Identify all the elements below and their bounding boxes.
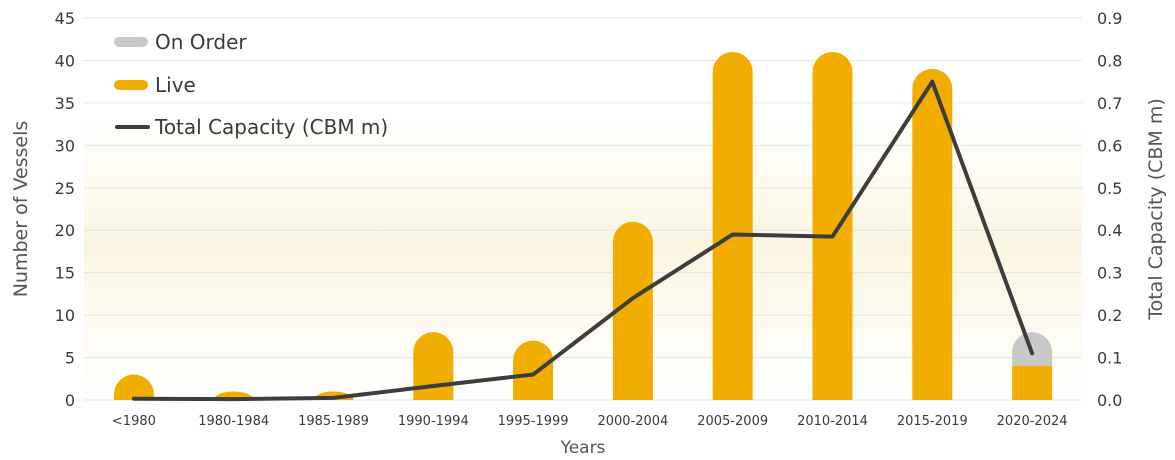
capacity-point (631, 296, 635, 300)
y-tick-label: 20 (55, 221, 75, 240)
legend-label: Live (155, 73, 196, 97)
capacity-point (831, 235, 834, 239)
y2-tick-label: 0.9 (1097, 9, 1122, 28)
capacity-line (131, 79, 1035, 402)
x-tick-label: 1995-1999 (498, 414, 569, 429)
y2-tick-label: 0.7 (1097, 94, 1122, 113)
x-tick-label: 2005-2009 (697, 414, 768, 429)
x-tick-label: 1985-1989 (298, 414, 369, 429)
y2-axis-title: Total Capacity (CBM m) (1145, 98, 1167, 321)
capacity-point (1030, 351, 1034, 355)
y-tick-label: 30 (55, 136, 75, 155)
capacity-point (531, 373, 535, 377)
y2-tick-label: 0.8 (1097, 51, 1122, 70)
y-tick-label: 15 (55, 264, 75, 283)
y-tick-label: 45 (55, 9, 75, 28)
y-tick-label: 0 (65, 391, 75, 410)
x-tick-label: 2015-2019 (897, 414, 968, 429)
x-tick-label: 2010-2014 (797, 414, 868, 429)
x-tick-label: 1990-1994 (398, 414, 469, 429)
x-tick-label: 2020-2024 (997, 414, 1068, 429)
y-tick-label: 10 (55, 306, 75, 325)
legend-swatch-on-order (114, 37, 148, 47)
capacity-point (731, 232, 735, 236)
y2-tick-label: 0.2 (1097, 306, 1122, 325)
y-tick-label: 35 (55, 94, 75, 113)
legend-label: Total Capacity (CBM m) (154, 115, 388, 139)
legend-label: On Order (155, 30, 247, 54)
y2-tick-label: 0.4 (1097, 221, 1122, 240)
capacity-point (332, 396, 335, 400)
x-tick-label: 1980-1984 (198, 414, 269, 429)
y-tick-label: 25 (55, 179, 75, 198)
y2-tick-label: 0.1 (1097, 349, 1122, 368)
capacity-point (431, 384, 435, 388)
y-tick-label: 5 (65, 349, 75, 368)
y2-tick-label: 0.6 (1097, 136, 1122, 155)
y2-tick-label: 0.0 (1097, 391, 1122, 410)
capacity-point (132, 397, 136, 401)
x-tick-label: 2000-2004 (597, 414, 668, 429)
bar-live (612, 221, 653, 400)
capacity-point (232, 397, 236, 401)
legend-swatch-live (114, 80, 148, 90)
bar-live (812, 51, 853, 400)
bar-live (1012, 366, 1053, 400)
bar-live (912, 68, 953, 400)
y-axis-title: Number of Vessels (10, 121, 32, 298)
y2-tick-label: 0.5 (1097, 179, 1122, 198)
bar-live (113, 374, 154, 400)
y2-tick-label: 0.3 (1097, 264, 1122, 283)
bar-live (413, 332, 454, 400)
x-axis-title: Years (560, 438, 606, 458)
capacity-point (930, 80, 934, 84)
bar-live (712, 51, 753, 400)
bar-live (513, 340, 554, 400)
y-tick-label: 40 (55, 51, 75, 70)
x-tick-label: <1980 (112, 414, 156, 429)
